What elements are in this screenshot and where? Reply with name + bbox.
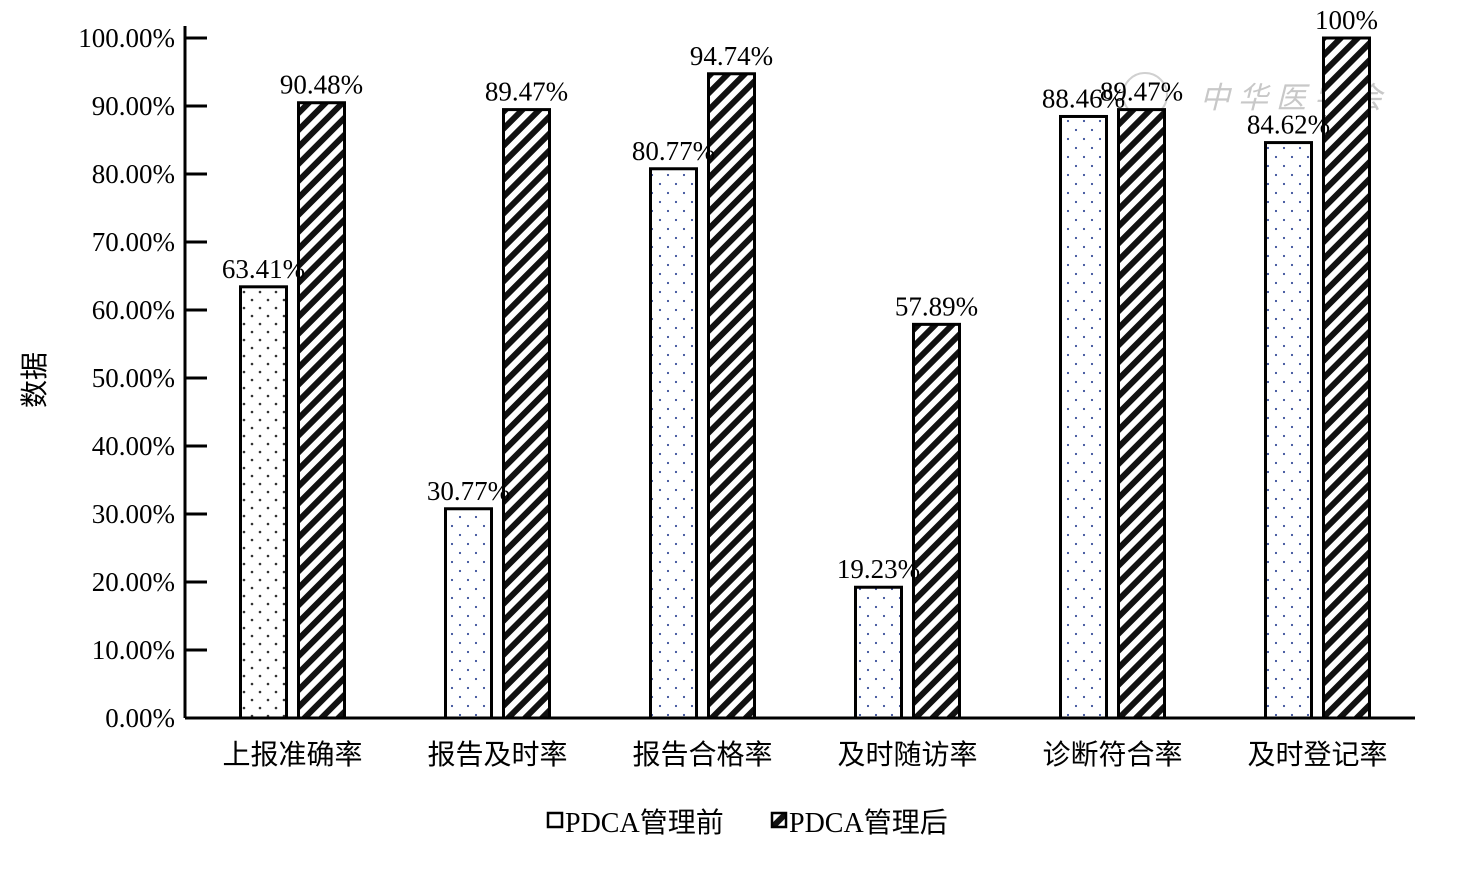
data-label-before-0: 63.41%: [222, 254, 305, 284]
bar-after-0: [297, 101, 346, 720]
y-axis-title: 数据: [19, 352, 51, 408]
bar-before-2: [649, 167, 698, 720]
bar-after-2: [707, 72, 756, 720]
x-tick-label: 报告合格率: [632, 739, 772, 771]
y-tick-label: 100.00%: [78, 23, 175, 53]
bar-after-4: [1117, 108, 1166, 720]
x-tick-label: 报告及时率: [427, 739, 567, 771]
x-tick-label: 上报准确率: [222, 739, 362, 771]
data-label-before-4: 88.46%: [1042, 83, 1125, 113]
data-label-before-1: 30.77%: [427, 476, 510, 506]
legend-swatch-before: [546, 811, 564, 829]
data-label-after-1: 89.47%: [485, 77, 568, 107]
bar-after-3: [912, 322, 961, 720]
x-tick-label: 诊断符合率: [1042, 739, 1182, 771]
y-tick-label: 0.00%: [105, 703, 175, 733]
y-tick-label: 50.00%: [92, 363, 175, 393]
bar-before-1: [444, 507, 493, 720]
bar-before-4: [1059, 114, 1108, 720]
data-label-after-0: 90.48%: [280, 70, 363, 100]
data-label-before-5: 84.62%: [1247, 110, 1330, 140]
bar-after-1: [502, 108, 551, 720]
y-tick-label: 40.00%: [92, 431, 175, 461]
data-label-after-2: 94.74%: [690, 41, 773, 71]
legend-label-before: PDCA管理前: [565, 807, 724, 839]
y-tick-label: 70.00%: [92, 227, 175, 257]
bar-after-5: [1322, 36, 1371, 720]
data-label-after-4: 89.47%: [1100, 77, 1183, 107]
x-tick-label: 及时登记率: [1247, 739, 1387, 771]
data-label-layer: 63.41% 90.48% 30.77% 89.47% 80.77% 94.74% 19.2…: [222, 5, 1378, 584]
bar-before-0: [239, 285, 288, 720]
legend: PDCA管理前 PDCA管理后: [546, 807, 948, 839]
bar-before-5: [1264, 141, 1313, 720]
y-tick-label: 60.00%: [92, 295, 175, 325]
data-label-after-3: 57.89%: [895, 291, 978, 321]
axis-layer: 0.00% 10.00% 20.00% 30.00% 40.00% 50.00% 60.00…: [19, 23, 1415, 771]
legend-label-after: PDCA管理后: [789, 807, 948, 839]
data-label-before-2: 80.77%: [632, 136, 715, 166]
y-tick-label: 10.00%: [92, 635, 175, 665]
x-tick-label: 及时随访率: [837, 739, 977, 771]
bar-layer: [239, 36, 1371, 720]
y-tick-label: 90.00%: [92, 91, 175, 121]
y-tick-label: 20.00%: [92, 567, 175, 597]
y-tick-label: 30.00%: [92, 499, 175, 529]
bar-before-3: [854, 585, 903, 720]
data-label-after-5: 100%: [1315, 5, 1378, 35]
y-tick-label: 80.00%: [92, 159, 175, 189]
legend-swatch-after: [770, 811, 788, 829]
data-label-before-3: 19.23%: [837, 554, 920, 584]
